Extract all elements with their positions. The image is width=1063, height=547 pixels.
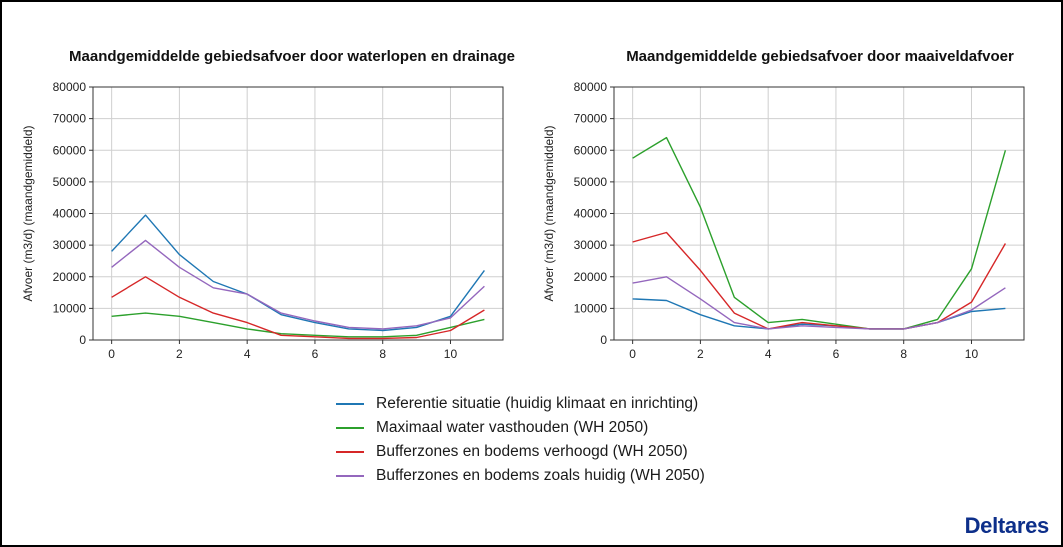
x-tick-label: 4 xyxy=(765,347,772,361)
y-tick-label: 70000 xyxy=(53,112,87,126)
chart-title: Maandgemiddelde gebiedsafvoer door maaiv… xyxy=(626,48,1014,65)
legend: Referentie situatie (huidig klimaat en i… xyxy=(336,392,705,488)
legend-line-red xyxy=(336,451,364,453)
x-tick-label: 6 xyxy=(833,347,840,361)
y-tick-label: 60000 xyxy=(574,143,608,157)
y-tick-label: 50000 xyxy=(574,175,608,189)
series-line-referentie-situatie-huidig-klimaat-en-inrichting xyxy=(111,214,485,332)
series-line-bufferzones-en-bodems-verhoogd-wh-2050 xyxy=(111,276,485,340)
y-tick-label: 60000 xyxy=(53,143,87,157)
legend-label: Bufferzones en bodems verhoogd (WH 2050) xyxy=(376,443,688,460)
chart-title: Maandgemiddelde gebiedsafvoer door water… xyxy=(69,48,515,65)
y-tick-label: 20000 xyxy=(53,270,87,284)
x-tick-label: 2 xyxy=(176,347,183,361)
y-tick-label: 30000 xyxy=(53,238,87,252)
y-tick-label: 50000 xyxy=(53,175,87,189)
legend-line-purple xyxy=(336,475,364,477)
x-tick-label: 8 xyxy=(379,347,386,361)
series-line-maximaal-water-vasthouden-wh-2050 xyxy=(632,136,1007,330)
y-tick-label: 30000 xyxy=(574,238,608,252)
x-tick-label: 4 xyxy=(244,347,251,361)
y-tick-label: 80000 xyxy=(574,80,608,94)
y-tick-label: 10000 xyxy=(53,301,87,315)
y-axis-label: Afvoer (m3/d) (maandgemiddeld) xyxy=(21,125,35,301)
x-tick-label: 0 xyxy=(629,347,636,361)
x-tick-label: 8 xyxy=(900,347,907,361)
x-tick-label: 6 xyxy=(312,347,319,361)
legend-label: Referentie situatie (huidig klimaat en i… xyxy=(376,395,699,412)
series-line-bufferzones-en-bodems-zoals-huidig-wh-2050 xyxy=(632,276,1006,330)
y-tick-label: 20000 xyxy=(574,270,608,284)
series-line-bufferzones-en-bodems-verhoogd-wh-2050 xyxy=(632,231,1007,330)
series-line-maximaal-water-vasthouden-wh-2050 xyxy=(111,312,485,338)
y-axis-label: Afvoer (m3/d) (maandgemiddeld) xyxy=(542,125,556,301)
legend-item: Bufferzones en bodems verhoogd (WH 2050) xyxy=(336,440,705,464)
deltares-logo: Deltares xyxy=(964,513,1050,538)
x-tick-label: 10 xyxy=(965,347,979,361)
legend-item: Referentie situatie (huidig klimaat en i… xyxy=(336,392,705,416)
legend-label: Maximaal water vasthouden (WH 2050) xyxy=(376,419,649,436)
chart-2: 0 2 4 6 8 10 0 10000 20000 30000 40000 50000 60000 70… xyxy=(542,48,1025,361)
series-line-bufferzones-en-bodems-zoals-huidig-wh-2050 xyxy=(111,239,485,330)
legend-item: Maximaal water vasthouden (WH 2050) xyxy=(336,416,705,440)
legend-line-blue xyxy=(336,403,364,405)
y-tick-label: 0 xyxy=(79,333,86,347)
chart-1: 0 2 4 6 8 10 0 10000 20000 30000 40000 50000 60000 70… xyxy=(21,48,515,361)
y-tick-label: 40000 xyxy=(53,207,87,221)
x-tick-label: 2 xyxy=(697,347,704,361)
y-tick-label: 40000 xyxy=(574,207,608,221)
legend-item: Bufferzones en bodems zoals huidig (WH 2… xyxy=(336,464,705,488)
legend-line-green xyxy=(336,427,364,429)
y-tick-label: 10000 xyxy=(574,301,608,315)
y-tick-label: 70000 xyxy=(574,112,608,126)
y-tick-label: 80000 xyxy=(53,80,87,94)
x-tick-label: 10 xyxy=(444,347,458,361)
x-tick-label: 0 xyxy=(108,347,115,361)
y-tick-label: 0 xyxy=(600,333,607,347)
legend-label: Bufferzones en bodems zoals huidig (WH 2… xyxy=(376,467,705,484)
